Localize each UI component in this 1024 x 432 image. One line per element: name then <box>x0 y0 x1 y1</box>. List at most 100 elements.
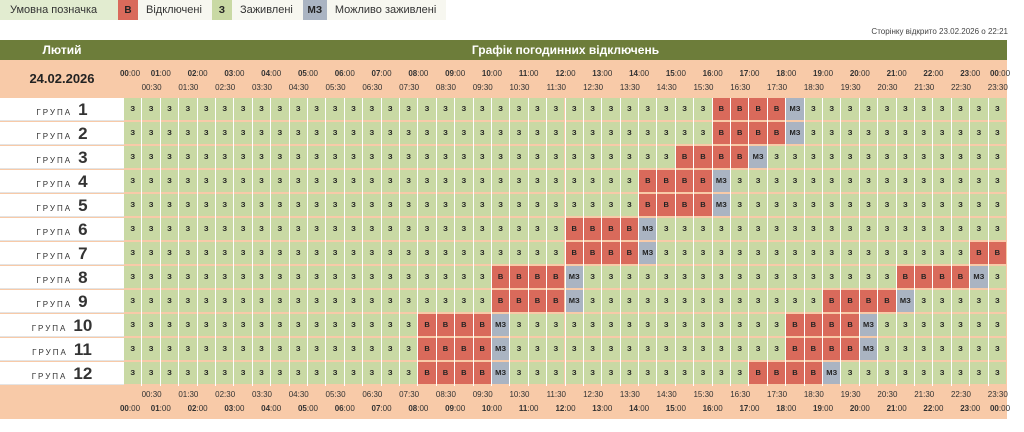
group-number: 6 <box>78 220 88 239</box>
grid-divider <box>270 98 272 386</box>
schedule-cell: З <box>326 338 344 360</box>
schedule-cell: З <box>455 194 473 216</box>
schedule-cell: В <box>804 338 823 360</box>
grid-divider <box>840 98 842 386</box>
schedule-cell: З <box>234 194 252 216</box>
schedule-cell: З <box>234 266 252 288</box>
schedule-cell: З <box>271 170 289 192</box>
schedule-cell: З <box>639 122 657 144</box>
schedule-cell: З <box>252 146 271 168</box>
schedule-cell: З <box>252 242 271 264</box>
schedule-cell: З <box>583 194 602 216</box>
schedule-cell: В <box>657 170 675 192</box>
schedule-cell: В <box>694 146 712 168</box>
schedule-cell: З <box>234 242 252 264</box>
schedule-cell: З <box>804 242 823 264</box>
schedule-cell: В <box>841 338 859 360</box>
schedule-cell: З <box>933 170 951 192</box>
grid-divider <box>858 98 860 386</box>
schedule-cell: З <box>528 314 547 336</box>
schedule-cell: З <box>970 290 988 312</box>
schedule-cell: З <box>602 170 620 192</box>
schedule-cell: З <box>179 194 197 216</box>
schedule-cell: З <box>307 122 326 144</box>
schedule-cell: З <box>252 98 271 120</box>
schedule-cell: В <box>455 338 473 360</box>
schedule-cell: З <box>363 266 381 288</box>
schedule-cell: З <box>179 98 197 120</box>
schedule-cell: В <box>841 314 859 336</box>
schedule-cell: З <box>620 122 639 144</box>
schedule-cell: З <box>399 218 418 240</box>
schedule-cell: З <box>841 266 859 288</box>
schedule-cell: З <box>859 242 878 264</box>
group-number: 3 <box>78 148 88 167</box>
schedule-cell: З <box>694 122 712 144</box>
schedule-cell: З <box>179 218 197 240</box>
grid-divider <box>306 98 308 386</box>
schedule-cell: З <box>436 146 455 168</box>
schedule-cell: З <box>639 362 657 384</box>
schedule-cell: З <box>179 146 197 168</box>
schedule-cell: З <box>307 338 326 360</box>
grid-divider <box>362 98 364 386</box>
schedule-cell: З <box>234 290 252 312</box>
schedule-cell: З <box>988 314 1006 336</box>
schedule-cell: З <box>988 170 1006 192</box>
schedule-cell: З <box>124 146 142 168</box>
schedule-cell: В <box>436 362 455 384</box>
grid-divider <box>472 98 474 386</box>
schedule-cell: З <box>124 122 142 144</box>
schedule-cell: МЗ <box>491 338 510 360</box>
schedule-cell: З <box>878 338 896 360</box>
schedule-cell: З <box>859 98 878 120</box>
schedule-cell: З <box>197 194 215 216</box>
schedule-cell: З <box>694 338 712 360</box>
schedule-cell: З <box>124 338 142 360</box>
schedule-cell: В <box>675 146 694 168</box>
schedule-cell: З <box>142 362 160 384</box>
schedule-cell: З <box>547 194 565 216</box>
schedule-cell: В <box>694 194 712 216</box>
group-word: ГРУПА <box>36 204 73 213</box>
schedule-cell: З <box>124 362 142 384</box>
group-label: ГРУПА 5 <box>0 194 124 217</box>
schedule-cell: З <box>363 146 381 168</box>
schedule-cell: З <box>915 314 933 336</box>
schedule-cell: З <box>491 218 510 240</box>
schedule-cell: З <box>455 122 473 144</box>
schedule-cell: З <box>160 170 179 192</box>
schedule-cell: З <box>712 362 731 384</box>
schedule-cell: МЗ <box>749 146 767 168</box>
grid-divider <box>582 98 584 386</box>
schedule-cell: З <box>197 98 215 120</box>
schedule-cell: З <box>289 194 307 216</box>
schedule-cell: З <box>326 362 344 384</box>
group-word: ГРУПА <box>36 300 73 309</box>
schedule-cell: З <box>767 218 786 240</box>
schedule-cell: З <box>326 266 344 288</box>
schedule-cell: З <box>326 146 344 168</box>
schedule-cell: З <box>933 338 951 360</box>
schedule-cell: З <box>951 194 970 216</box>
schedule-cell: З <box>252 194 271 216</box>
schedule-cell: З <box>767 170 786 192</box>
grid-divider <box>527 98 529 386</box>
schedule-cell: В <box>731 98 749 120</box>
grid-divider <box>619 98 621 386</box>
schedule-cell: З <box>124 218 142 240</box>
schedule-cell: З <box>271 362 289 384</box>
schedule-cell: З <box>455 266 473 288</box>
schedule-cell: В <box>915 266 933 288</box>
schedule-cell: З <box>491 146 510 168</box>
schedule-cell: З <box>399 290 418 312</box>
schedule-cell: З <box>271 242 289 264</box>
schedule-cell: З <box>455 146 473 168</box>
schedule-cell: З <box>823 170 841 192</box>
schedule-cell: З <box>749 314 767 336</box>
schedule-cell: З <box>859 146 878 168</box>
schedule-cell: З <box>804 194 823 216</box>
schedule-cell: З <box>970 122 988 144</box>
group-label: ГРУПА 9 <box>0 290 124 313</box>
group-label: ГРУПА 11 <box>0 338 124 361</box>
